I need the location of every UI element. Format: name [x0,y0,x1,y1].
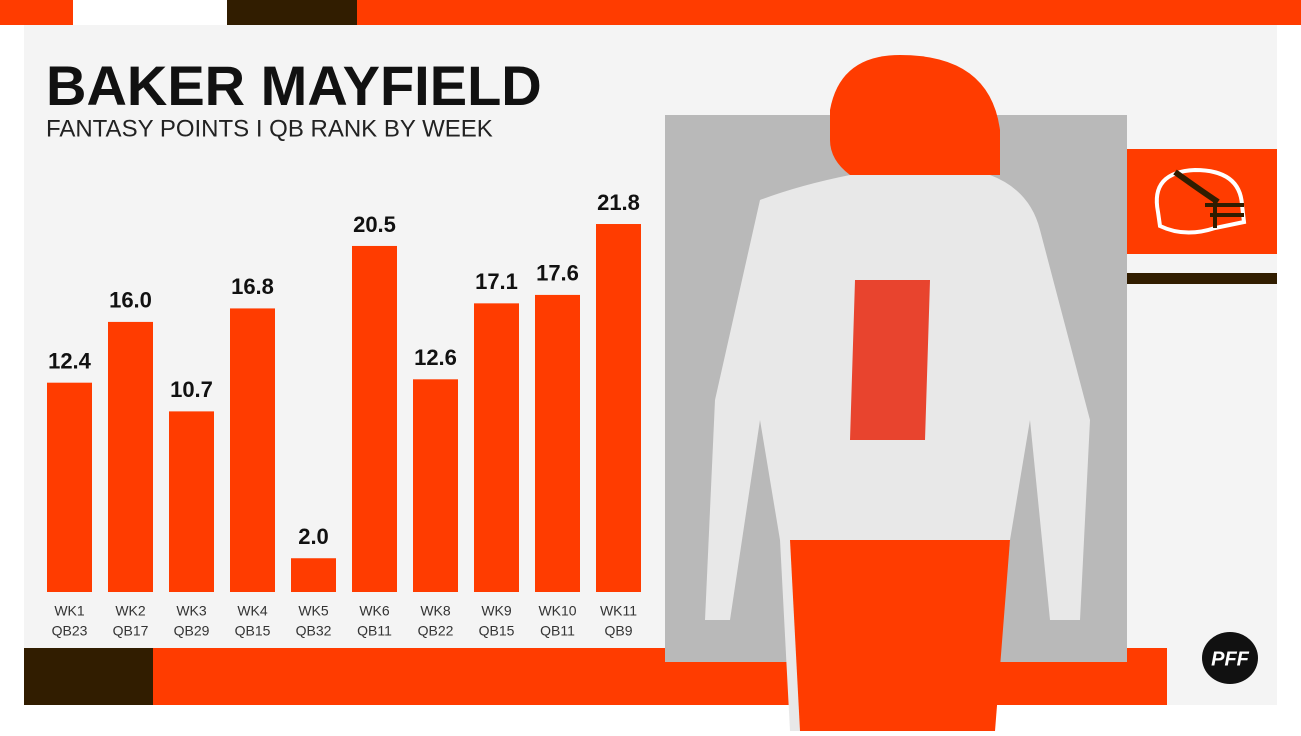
value-label: 16.0 [109,288,152,313]
rank-label: QB17 [113,623,149,639]
top-stripe [73,0,227,25]
value-label: 2.0 [298,524,329,549]
bar [47,382,92,592]
top-stripe [0,0,73,25]
accent-bar [1127,273,1277,284]
x-tick-label: WK9 [481,603,512,619]
bottom-stripe [24,648,153,705]
value-label: 12.6 [414,345,457,370]
rank-label: QB22 [418,623,454,639]
x-tick-label: WK11 [600,603,637,619]
x-tick-label: WK6 [359,603,390,619]
bar [535,294,580,592]
bar [169,411,214,592]
rank-label: QB9 [604,623,632,639]
value-label: 17.1 [475,269,518,294]
chart-subtitle: FANTASY POINTS I QB RANK BY WEEK [46,115,493,142]
pff-logo: PFF [1202,632,1258,684]
x-tick-label: WK3 [176,603,207,619]
bar [474,303,519,592]
top-stripe [357,0,1301,25]
rank-label: QB23 [52,623,88,639]
bar [596,224,641,593]
rank-label: QB11 [357,623,392,639]
bar [352,245,397,592]
x-tick-label: WK8 [420,603,451,619]
bar [230,308,275,592]
bar [413,379,458,592]
team-helmet [1154,167,1247,235]
value-label: 21.8 [597,190,640,215]
rank-label: QB15 [235,623,271,639]
value-label: 12.4 [48,349,92,374]
logo-text: PFF [1211,648,1250,670]
x-tick-label: WK2 [115,603,146,619]
rank-label: QB32 [296,623,332,639]
rank-label: QB11 [540,623,575,639]
chart-title: BAKER MAYFIELD [46,54,542,117]
value-label: 16.8 [231,274,274,299]
player-photo [705,55,1090,731]
bar [291,558,336,592]
rank-label: QB29 [174,623,210,639]
x-tick-label: WK10 [538,603,576,619]
bar [108,321,153,592]
value-label: 20.5 [353,212,396,237]
x-tick-label: WK5 [298,603,329,619]
x-tick-label: WK4 [237,603,268,619]
value-label: 17.6 [536,261,579,286]
top-stripe [227,0,357,25]
value-label: 10.7 [170,377,213,402]
rank-label: QB15 [479,623,515,639]
x-tick-label: WK1 [54,603,85,619]
